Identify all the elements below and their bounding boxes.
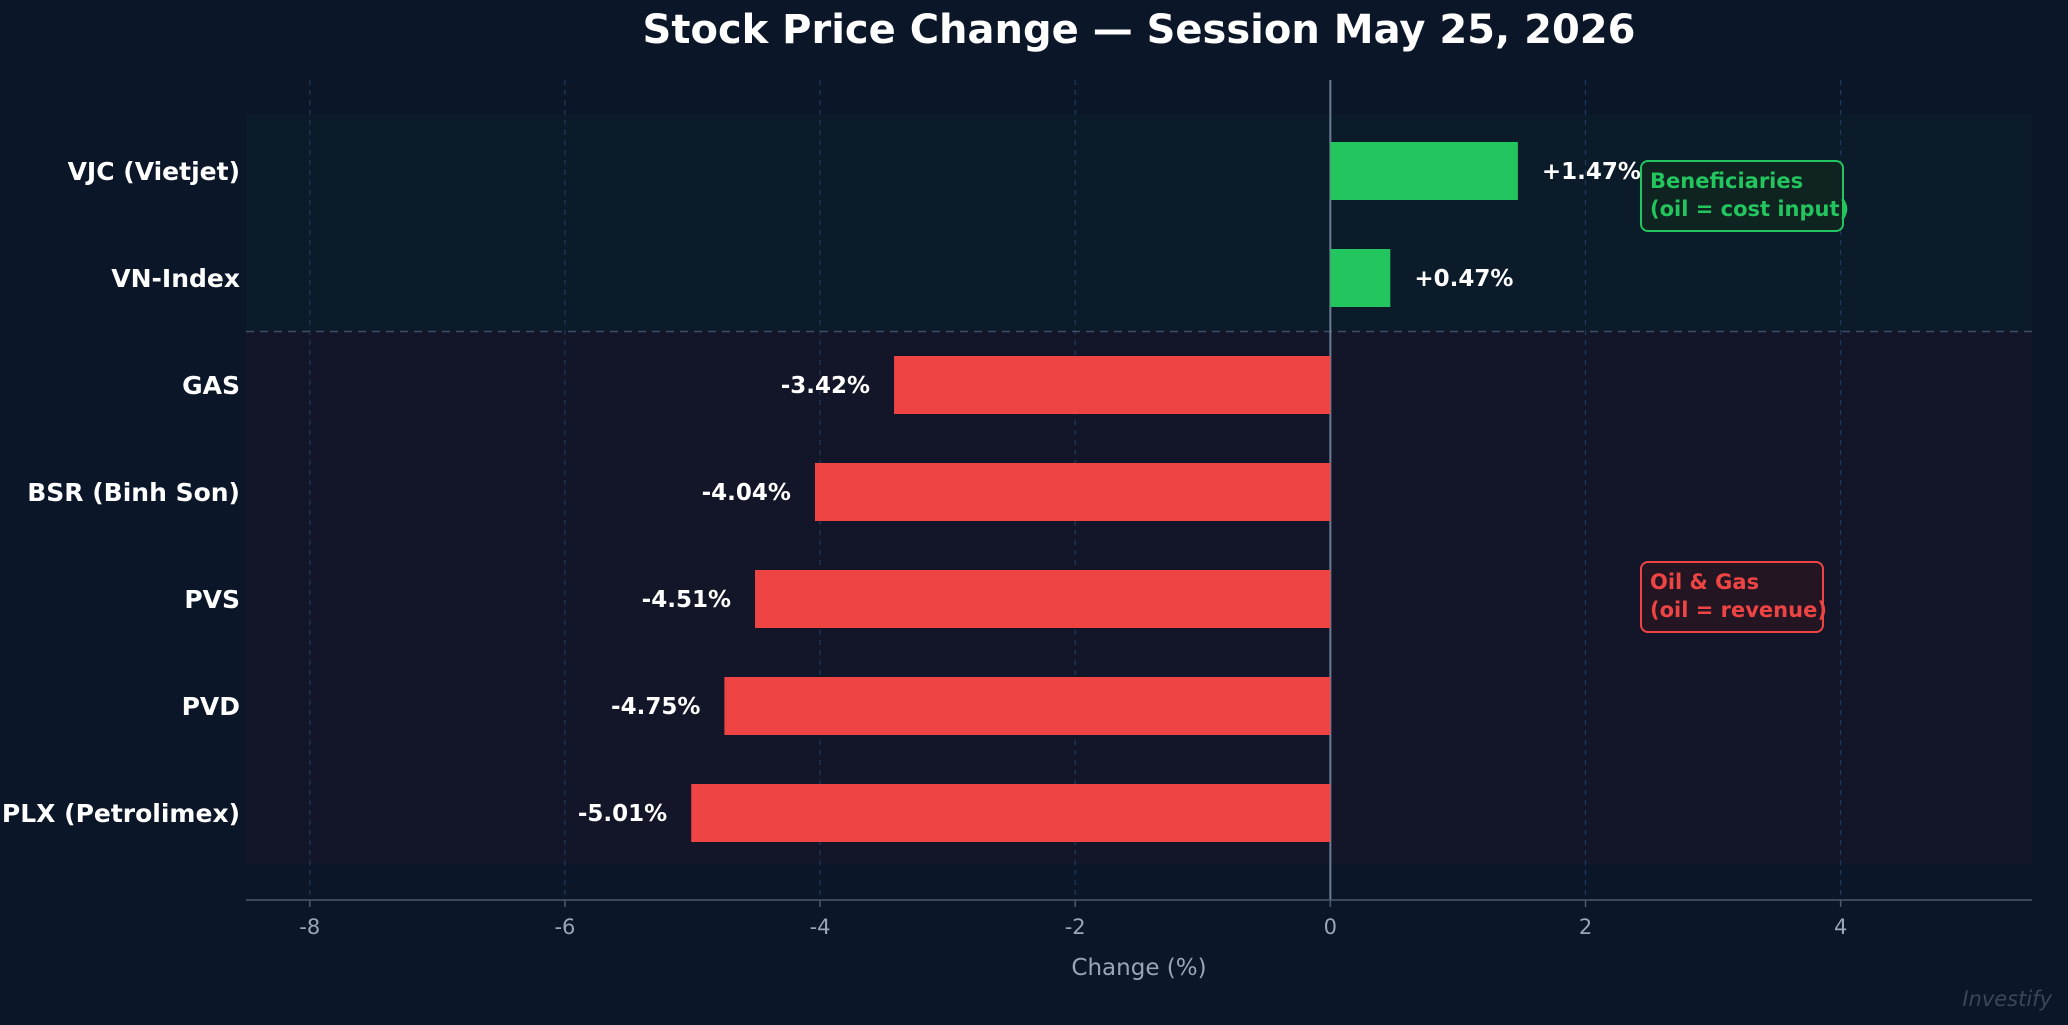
value-labels: +1.47% +0.47% -3.42% -4.04% -4.51% -4.75% -5.0… [578,159,1641,827]
chart-title: Stock Price Change — Session May 25, 202… [643,7,1636,53]
value-label-6: -5.01% [578,801,667,827]
watermark: Investify [1962,987,2052,1011]
x-tick-label-3: -2 [1065,915,1086,939]
bar-4 [755,570,1331,628]
annotation-box-0 [1640,160,1844,232]
annotation-line-0-1: (oil = cost input) [1650,197,1849,221]
category-label-3: BSR (Binh Son) [27,478,240,507]
x-tick-label-5: 2 [1579,915,1592,939]
bar-3 [814,463,1331,521]
annotation-box-1 [1640,561,1824,633]
x-tick-label-0: -8 [299,915,320,939]
category-label-2: GAS [182,371,240,400]
annotation-line-1-1: (oil = revenue) [1650,598,1827,622]
category-label-0: VJC (Vietjet) [68,157,240,186]
annotation-line-0-0: Beneficiaries [1650,169,1803,193]
bar-1 [1330,249,1391,307]
category-label-1: VN-Index [111,264,240,293]
bars [691,142,1518,842]
category-label-4: PVS [184,585,240,614]
x-tick-label-4: 0 [1324,915,1337,939]
x-axis-title: Change (%) [1071,955,1206,981]
value-label-1: +0.47% [1414,266,1513,292]
x-tick-label-2: -4 [810,915,831,939]
category-label-6: PLX (Petrolimex) [2,799,240,828]
bar-5 [724,677,1331,735]
bar-2 [894,356,1331,414]
x-axis: -8 -6 -4 -2 0 2 4 [246,899,2032,939]
bar-0 [1330,142,1518,200]
bar-6 [691,784,1331,842]
value-label-0: +1.47% [1542,159,1641,185]
value-label-4: -4.51% [642,587,731,613]
value-label-3: -4.04% [702,480,791,506]
annotation-line-1-0: Oil & Gas [1650,570,1759,594]
group-annotation-1: Oil & Gas (oil = revenue) [1640,561,1827,633]
category-label-5: PVD [182,692,240,721]
category-labels: VJC (Vietjet) VN-Index GAS BSR (Binh Son) PV… [2,157,240,828]
value-label-5: -4.75% [611,694,700,720]
group-annotations: Beneficiaries (oil = cost input) Oil & Gas… [1640,160,1849,633]
x-tick-label-6: 4 [1834,915,1847,939]
group-annotation-0: Beneficiaries (oil = cost input) [1640,160,1849,232]
value-label-2: -3.42% [781,373,870,399]
x-tick-label-1: -6 [554,915,575,939]
